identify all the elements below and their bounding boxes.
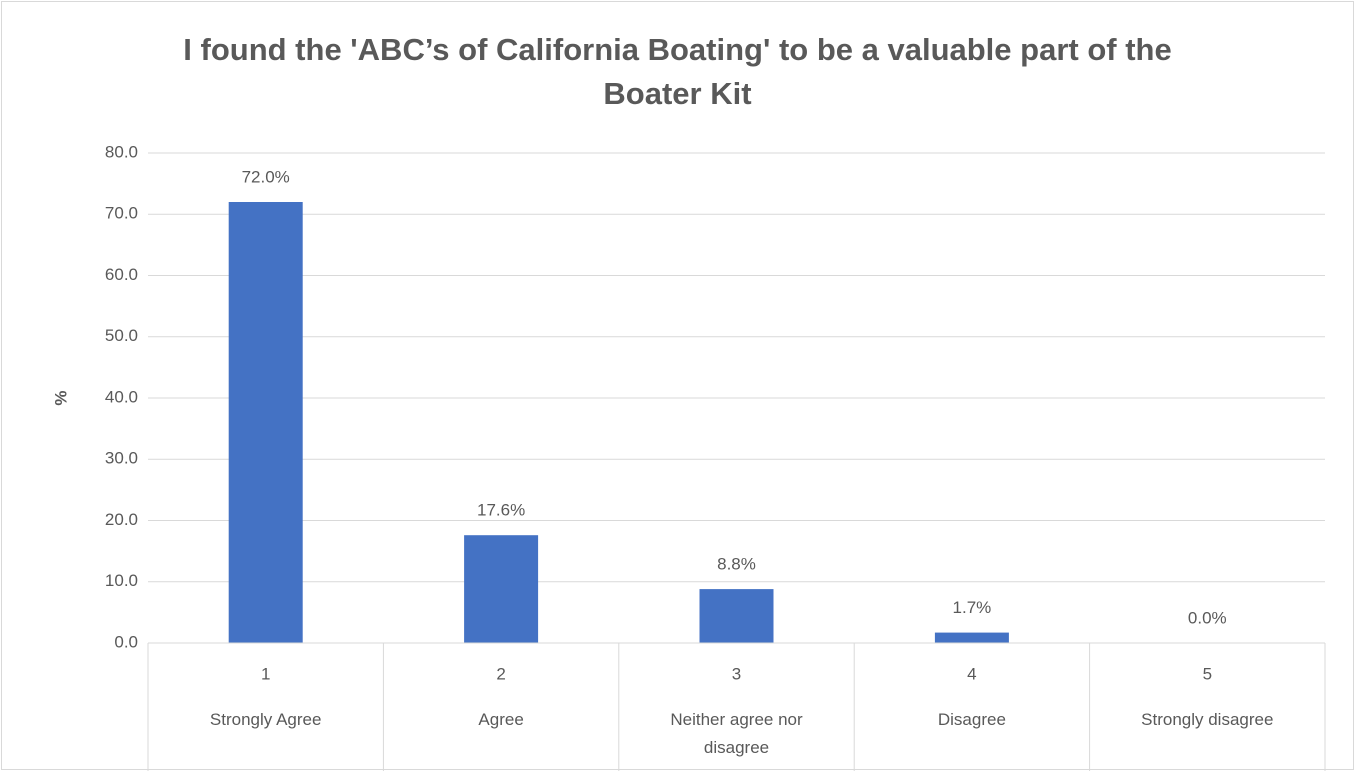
y-axis-label: % [51, 390, 70, 405]
title-box: I found the 'ABC’s of California Boating… [183, 32, 1172, 111]
x-tick-label: 3 [732, 664, 741, 683]
category-name: Disagree [937, 710, 1006, 729]
y-tick-label: 20.0 [105, 510, 138, 529]
category-name-box: Neither agree nor disagree [670, 710, 803, 757]
bar [934, 632, 1009, 643]
bar [228, 202, 303, 643]
y-tick-label: 60.0 [105, 265, 138, 284]
y-tick-label: 10.0 [105, 571, 138, 590]
data-label: 72.0% [242, 167, 290, 186]
y-tick-label: 80.0 [105, 142, 138, 161]
category-name-box: Strongly Agree [209, 710, 322, 729]
y-tick-label: 70.0 [105, 204, 138, 223]
bar [464, 535, 539, 643]
category-name: Strongly Agree [209, 710, 322, 729]
data-label: 8.8% [717, 555, 756, 574]
y-tick-label: 0.0 [114, 632, 138, 651]
category-name-box: Strongly disagree [1141, 710, 1274, 729]
y-tick-label: 40.0 [105, 387, 138, 406]
bar [699, 589, 774, 643]
data-label: 1.7% [953, 598, 992, 617]
x-tick-label: 4 [967, 664, 976, 683]
y-tick-label: 30.0 [105, 449, 138, 468]
category-name: Agree [478, 710, 524, 729]
category-name: Strongly disagree [1141, 710, 1274, 729]
y-tick-label: 50.0 [105, 326, 138, 345]
category-name-box: Agree [478, 710, 524, 729]
category-name: Neither agree nor disagree [670, 710, 803, 757]
data-label: 0.0% [1188, 608, 1227, 627]
category-name-box: Disagree [937, 710, 1006, 729]
x-tick-label: 1 [261, 664, 270, 683]
x-tick-label: 5 [1203, 664, 1212, 683]
x-tick-label: 2 [496, 664, 505, 683]
chart-title: I found the 'ABC’s of California Boating… [183, 32, 1172, 111]
data-label: 17.6% [477, 501, 525, 520]
